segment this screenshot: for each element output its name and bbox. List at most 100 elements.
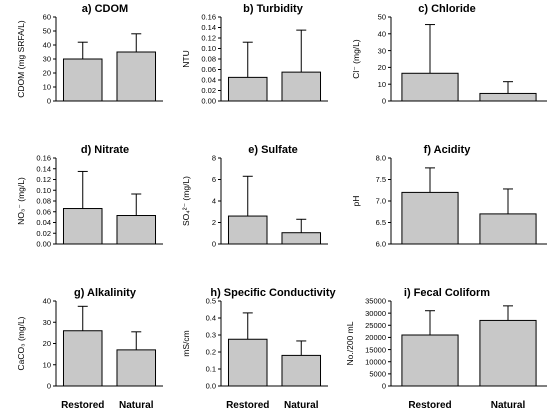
panel-9-ytick-label: 25000 — [365, 321, 386, 330]
panel-8: h) Specific Conductivity 0.0 0.1 0.2 0.3 0.4 0… — [181, 287, 337, 411]
panel-7-ytick-label: 20 — [43, 339, 51, 348]
panel-9-bar-restored — [401, 334, 459, 387]
panel-2-ytick-label: 0.12 — [201, 34, 216, 43]
panel-7-ytick-label: 30 — [43, 318, 51, 327]
panel-4-bar-restored — [62, 208, 103, 245]
panel-1-title: a) CDOM — [82, 3, 128, 15]
panel-2-ytick-label: 0.08 — [201, 55, 216, 64]
panel-9-category-label: Natural — [491, 400, 526, 411]
panel-6-title: f) Acidity — [424, 144, 472, 156]
panel-2-ytick-label: 0.00 — [201, 97, 216, 106]
panel-1-ytick-label: 30 — [43, 55, 51, 64]
panel-5-bar-restored — [227, 215, 268, 245]
panel-2: b) Turbidity 0.00 0.020.04 0.060.08 0.100.12… — [181, 3, 328, 106]
panel-1-bar-natural — [116, 51, 157, 102]
panel-1: a) CDOM 0 10 20 30 40 50 60 CDOM (mg SRFA/L) — [16, 3, 163, 106]
panel-3-ytick-label: 40 — [378, 30, 386, 39]
panel-8-bar-restored — [227, 338, 268, 387]
panel-5-ytick-label: 4 — [212, 197, 216, 206]
panel-6-ytick-label: 6.5 — [376, 218, 386, 227]
panel-3-ytick-label: 20 — [378, 63, 386, 72]
panel-2-title: b) Turbidity — [243, 3, 304, 15]
panel-8-ytick-label: 0.4 — [206, 314, 216, 323]
panel-6: f) Acidity 6.0 6.5 7.0 7.5 8.0 pH — [351, 144, 547, 249]
panel-4-ytick-label: 0.14 — [36, 164, 51, 173]
panel-2-ytick-label: 0.06 — [201, 65, 216, 74]
panel-8-title: h) Specific Conductivity — [210, 287, 336, 299]
panel-5-ytick-label: 2 — [212, 218, 216, 227]
panel-8-ytick-label: 0.2 — [206, 348, 216, 357]
panel-4-ytick-label: 0.04 — [36, 218, 51, 227]
panel-8-ytick-label: 0.0 — [206, 382, 216, 391]
panel-1-ytick-label: 20 — [43, 69, 51, 78]
panel-4-ytick-label: 0.16 — [36, 154, 51, 163]
panel-5-ytick-label: 0 — [212, 240, 216, 249]
panel-9-title: i) Fecal Coliform — [404, 287, 490, 299]
panel-2-ytick-label: 0.16 — [201, 13, 216, 22]
panel-9-ytick-label: 10000 — [365, 357, 386, 366]
panel-5-ytick-label: 8 — [212, 154, 216, 163]
panel-4-ytick-label: 0.12 — [36, 175, 51, 184]
panel-4-ytick-label: 0.02 — [36, 229, 51, 238]
panel-4-bar-natural — [116, 215, 157, 245]
panel-7-ytick-label: 40 — [43, 297, 51, 306]
panel-3-ytick-label: 30 — [378, 46, 386, 55]
panel-6-bar-restored — [401, 191, 459, 245]
panel-9-y-label: No./200 mL — [345, 321, 355, 365]
panel-8-ytick-label: 0.5 — [206, 297, 216, 306]
panel-9-category-label: Restored — [408, 400, 451, 411]
panel-2-bar-natural — [281, 71, 322, 102]
panel-7-ytick-label: 0 — [47, 382, 51, 391]
panel-9-bar-natural — [479, 319, 537, 387]
panel-9-ytick-label: 15000 — [365, 345, 386, 354]
panel-7-y-label: CaCO₃ (mg/L) — [16, 316, 26, 370]
panel-7-ytick-label: 10 — [43, 360, 51, 369]
panel-1-ytick-label: 0 — [47, 97, 51, 106]
panel-5-title: e) Sulfate — [248, 144, 298, 156]
panel-7-category-label: Restored — [61, 400, 104, 411]
panel-1-ytick-label: 60 — [43, 13, 51, 22]
panel-9-ytick-label: 35000 — [365, 297, 386, 306]
panel-3-title: c) Chloride — [418, 3, 475, 15]
panel-6-bar-natural — [479, 213, 537, 245]
panel-2-ytick-label: 0.02 — [201, 86, 216, 95]
panel-1-ytick-label: 10 — [43, 83, 51, 92]
panel-4-y-label: NO₃⁻ (mg/L) — [16, 177, 26, 225]
panel-6-ytick-label: 8.0 — [376, 154, 386, 163]
panel-7-category-label: Natural — [119, 400, 154, 411]
panel-1-y-label: CDOM (mg SRFA/L) — [16, 20, 26, 98]
panel-9: i) Fecal Coliform 0 5000 10000 15000 20000 250… — [345, 287, 547, 411]
panel-1-ytick-label: 40 — [43, 41, 51, 50]
panel-1-ytick-label: 50 — [43, 27, 51, 36]
panel-3-bar-restored — [401, 72, 459, 102]
panel-4-ytick-label: 0.00 — [36, 240, 51, 249]
panel-5-bar-natural — [281, 232, 322, 245]
panel-4-ytick-label: 0.06 — [36, 207, 51, 216]
panel-8-category-label: Restored — [226, 400, 269, 411]
panel-2-bar-restored — [227, 76, 268, 102]
panel-3-ytick-label: 0 — [382, 97, 386, 106]
panel-3-y-label: Cl⁻ (mg/L) — [351, 39, 361, 79]
panel-9-ytick-label: 20000 — [365, 333, 386, 342]
panel-2-ytick-label: 0.14 — [201, 23, 216, 32]
panel-2-y-label: NTU — [181, 50, 191, 67]
panel-8-y-label: mS/cm — [181, 330, 191, 356]
panel-3: c) Chloride 0 10 20 30 40 50 Cl⁻ (mg/L) — [351, 3, 547, 106]
panel-7-title: g) Alkalinity — [74, 287, 137, 299]
panel-4: d) Nitrate 0.00 0.02 0.04 0.060.08 0.10 0.12 0.… — [16, 144, 163, 249]
panel-2-ytick-label: 0.04 — [201, 76, 216, 85]
panel-4-ytick-label: 0.10 — [36, 186, 51, 195]
panel-3-ytick-label: 10 — [378, 80, 386, 89]
panel-3-ytick-label: 50 — [378, 13, 386, 22]
panel-6-y-label: pH — [351, 196, 361, 207]
panel-7: g) Alkalinity 0 10 20 30 40 CaCO₃ (mg/L) Restor… — [16, 287, 163, 411]
panel-4-title: d) Nitrate — [81, 144, 129, 156]
panel-6-ytick-label: 7.0 — [376, 197, 386, 206]
panel-9-ytick-label: 5000 — [369, 370, 386, 379]
panel-6-ytick-label: 6.0 — [376, 240, 386, 249]
panel-9-ytick-label: 0 — [382, 382, 386, 391]
panel-9-ytick-label: 30000 — [365, 309, 386, 318]
panel-3-bar-natural — [479, 92, 537, 102]
panel-8-ytick-label: 0.3 — [206, 331, 216, 340]
